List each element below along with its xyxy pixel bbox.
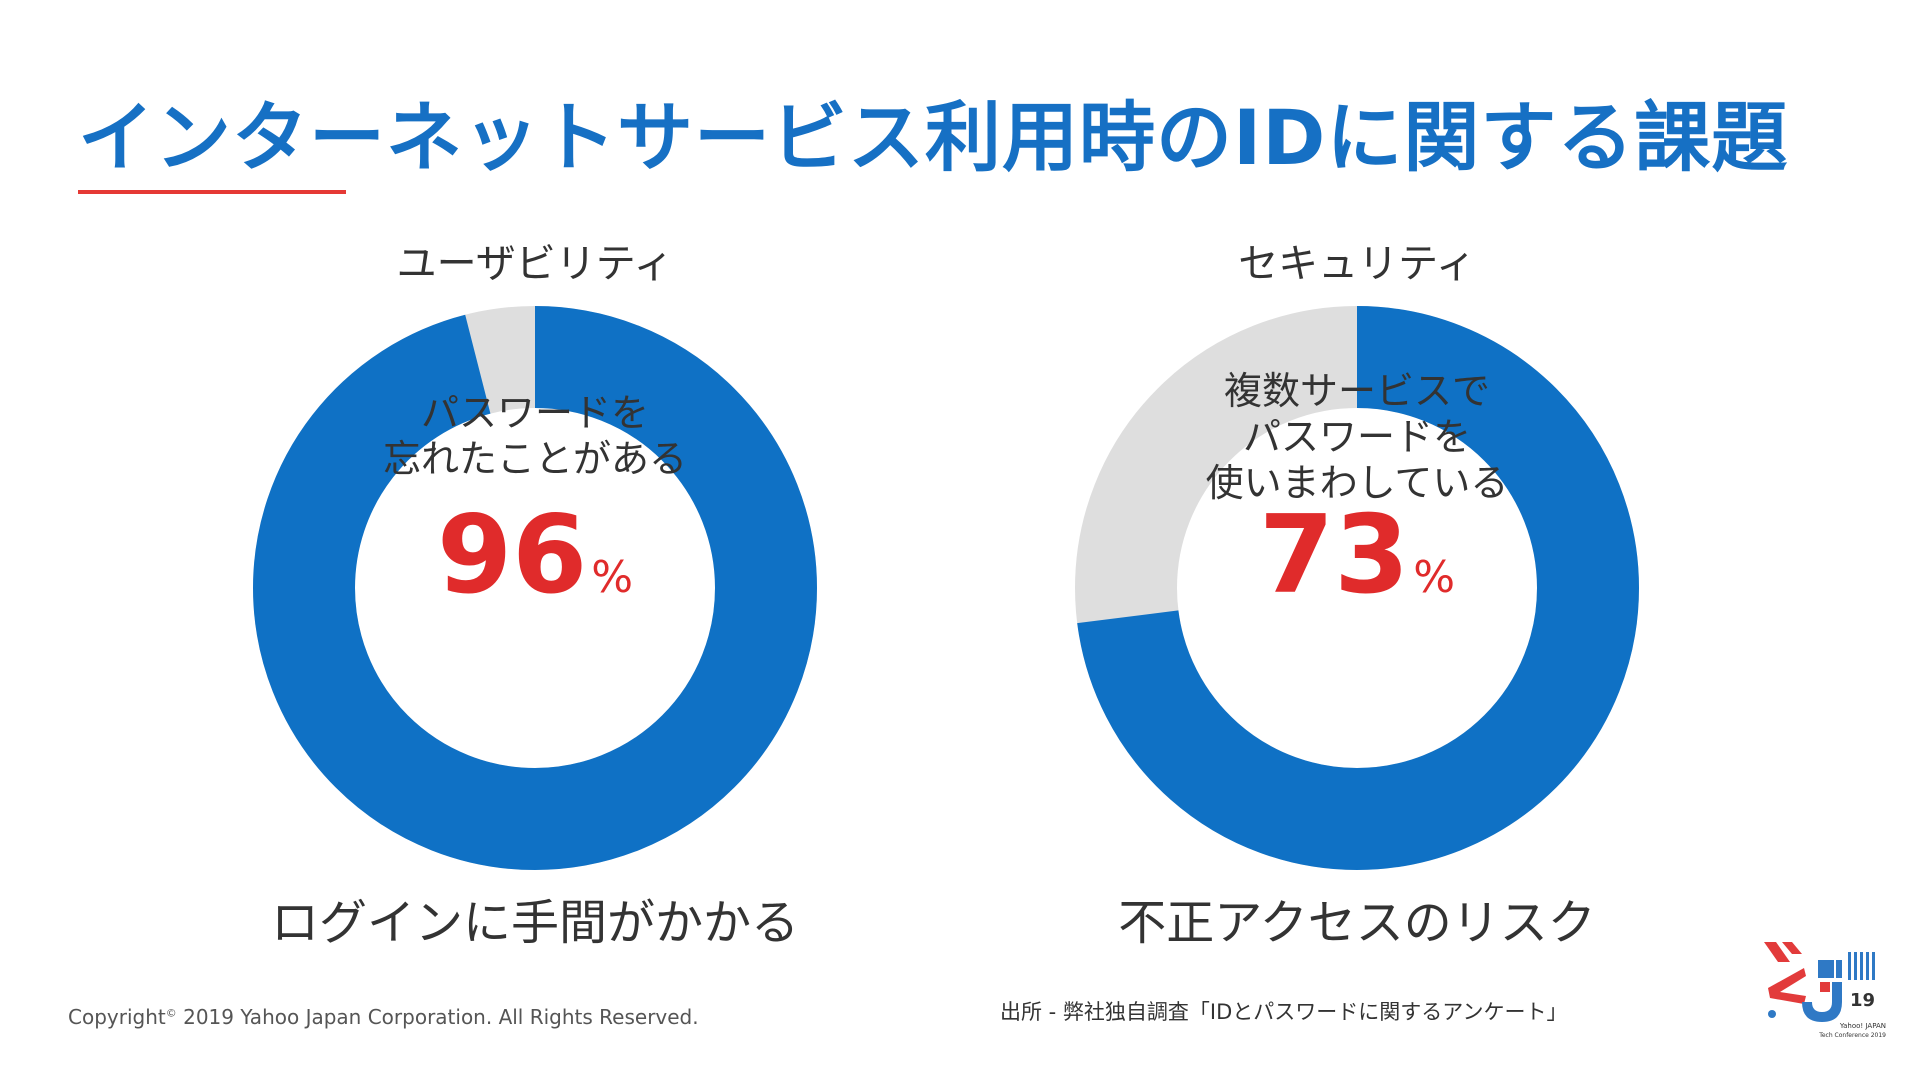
usability-percent-value: 96 (436, 493, 588, 618)
copyright-rest: 2019 Yahoo Japan Corporation. All Rights… (176, 1005, 699, 1029)
copyright-mark: © (165, 1006, 177, 1020)
security-donut-value-arc (1075, 306, 1639, 870)
security-center-line-1: 複数サービスで (1223, 369, 1490, 413)
usability-caption: ログインに手間がかかる (270, 895, 799, 951)
title-underline (78, 190, 346, 194)
logo-blue-block-1 (1818, 960, 1834, 978)
usability-center-line-1: パスワードを (420, 391, 649, 435)
conference-logo: 19 Yahoo! JAPAN Tech Conference 2019 (1764, 942, 1886, 1039)
usability-chart-title: ユーザビリティ (396, 241, 674, 287)
logo-blue-dot (1768, 1010, 1776, 1018)
security-center-line-3: 使いまわしている (1205, 461, 1509, 505)
logo-blue-block-2 (1836, 960, 1842, 978)
slide-title: インターネットサービス利用時のIDに関する課題 (78, 93, 1789, 182)
usability-percent: 96% (335, 502, 735, 610)
usability-chart: ユーザビリティ パスワードを 忘れたことがある 96% ログインに手間がかかる (245, 240, 825, 960)
logo-line-1: Yahoo! JAPAN (1839, 1022, 1886, 1030)
security-chart: セキュリティ 複数サービスで パスワードを 使いまわしている 73% 不正アクセ… (1067, 240, 1647, 960)
logo-red-stroke-1 (1764, 942, 1790, 962)
source-note: 出所 - 弊社独自調査「IDとパスワードに関するアンケート」 (1000, 1000, 1568, 1024)
logo-number: 19 (1850, 990, 1875, 1011)
security-chart-title: セキュリティ (1238, 241, 1476, 287)
security-percent-value: 73 (1258, 493, 1410, 618)
security-center-line-2: パスワードを (1242, 415, 1471, 459)
logo-red-square (1820, 982, 1830, 992)
usability-donut-value-arc (253, 306, 817, 870)
usability-center-text: パスワードを 忘れたことがある (335, 390, 735, 482)
security-center-text: 複数サービスで パスワードを 使いまわしている (1157, 368, 1557, 506)
usability-center-line-2: 忘れたことがある (382, 437, 687, 481)
security-caption: 不正アクセスのリスク (1118, 895, 1596, 951)
security-percent: 73% (1157, 502, 1557, 610)
copyright-notice: Copyright© 2019 Yahoo Japan Corporation.… (68, 1005, 699, 1029)
usability-percent-unit: % (591, 552, 634, 603)
logo-bars (1848, 952, 1875, 980)
security-percent-unit: % (1413, 552, 1456, 603)
logo-red-stroke-2 (1782, 942, 1802, 954)
security-donut (1075, 306, 1639, 870)
logo-blue-curve (1802, 982, 1842, 1022)
logo-red-four-shape (1768, 968, 1806, 1004)
usability-donut (253, 306, 817, 870)
logo-line-2: Tech Conference 2019 (1818, 1032, 1886, 1039)
copyright-prefix: Copyright (68, 1005, 166, 1029)
